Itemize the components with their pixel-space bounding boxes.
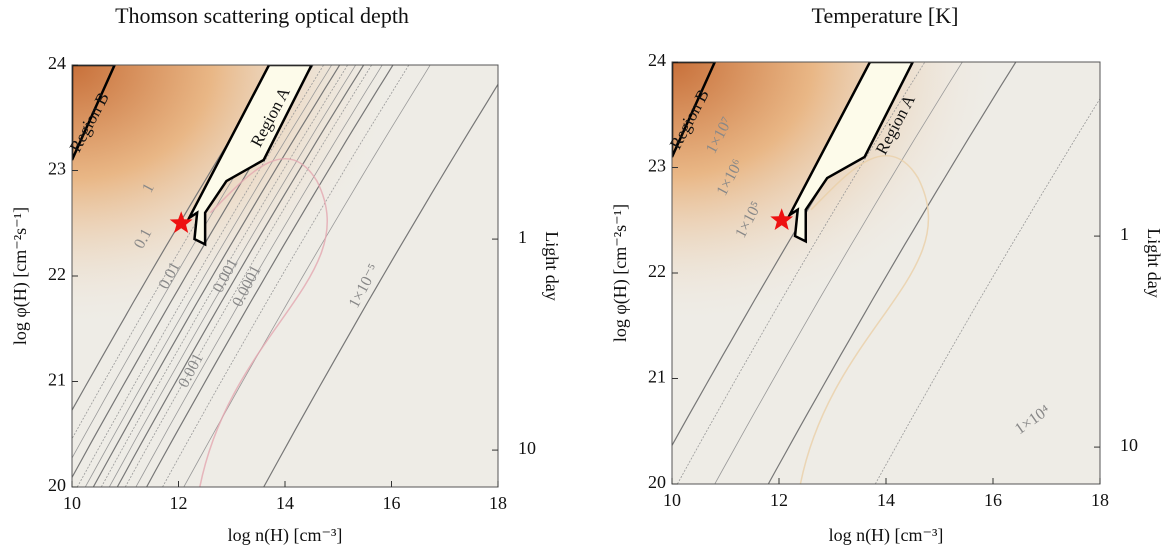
y2-axis-label: Light day — [542, 231, 562, 301]
faint-contour — [799, 154, 930, 484]
x-tick-label: 10 — [663, 490, 681, 510]
contour-line — [116, 65, 365, 487]
region-b — [72, 65, 116, 161]
contour-line — [72, 65, 314, 479]
y-axis-label: log φ(H) [cm⁻²s⁻¹] — [610, 204, 631, 342]
y2-tick-label: 10 — [518, 438, 536, 458]
y-tick-label: 23 — [648, 156, 666, 176]
x-tick-label: 12 — [170, 493, 188, 513]
contour-line — [84, 65, 333, 487]
glow — [72, 65, 498, 445]
y-tick-label: 20 — [48, 475, 66, 495]
star-marker — [169, 211, 193, 233]
x-tick-label: 12 — [770, 490, 788, 510]
x-tick-label: 18 — [1091, 490, 1109, 510]
x-tick-label: 14 — [877, 490, 895, 510]
plot-area — [672, 62, 1100, 484]
y-tick-label: 21 — [648, 367, 666, 387]
contour-line — [108, 65, 357, 487]
contour-line — [677, 62, 926, 484]
contour-line — [263, 83, 498, 487]
x-axis-label: log n(H) [cm⁻³] — [228, 525, 343, 546]
contour-line — [183, 65, 431, 487]
contour-line — [162, 65, 410, 487]
contour-line — [124, 65, 373, 487]
contour-line — [874, 97, 1100, 484]
contour-line — [146, 65, 394, 487]
panel-title: Temperature [K] — [812, 3, 959, 28]
y2-tick-label: 1 — [1120, 224, 1129, 244]
y-tick-label: 20 — [648, 472, 666, 492]
y-tick-label: 24 — [648, 50, 666, 70]
y-tick-label: 23 — [48, 159, 66, 179]
contour-line — [672, 62, 899, 447]
y-tick-label: 22 — [48, 264, 66, 284]
x-axis-label: log n(H) [cm⁻³] — [829, 525, 944, 546]
region-a — [786, 62, 915, 244]
contour-line — [72, 65, 277, 412]
y-axis-label: log φ(H) [cm⁻²s⁻¹] — [10, 207, 31, 345]
x-tick-label: 16 — [984, 490, 1002, 510]
plot-area — [72, 65, 498, 487]
contour-line — [714, 62, 963, 484]
contour-line — [100, 65, 349, 487]
x-tick-label: 10 — [63, 493, 81, 513]
y2-tick-label: 10 — [1120, 435, 1138, 455]
y-tick-label: 22 — [648, 261, 666, 281]
contour-line — [767, 62, 1017, 484]
panel-title: Thomson scattering optical depth — [115, 3, 409, 28]
region-a — [185, 65, 314, 247]
y-tick-label: 21 — [48, 370, 66, 390]
x-tick-label: 16 — [383, 493, 401, 513]
contour-line — [92, 65, 341, 487]
contour-line — [76, 65, 325, 487]
y-tick-label: 24 — [48, 53, 66, 73]
region-b — [672, 62, 717, 158]
star-marker — [770, 208, 794, 230]
contour-line — [135, 65, 383, 487]
x-tick-label: 18 — [489, 493, 507, 513]
x-tick-label: 14 — [276, 493, 294, 513]
y2-axis-label: Light day — [1144, 228, 1164, 298]
faint-contour — [199, 157, 328, 487]
y2-tick-label: 1 — [518, 227, 527, 247]
